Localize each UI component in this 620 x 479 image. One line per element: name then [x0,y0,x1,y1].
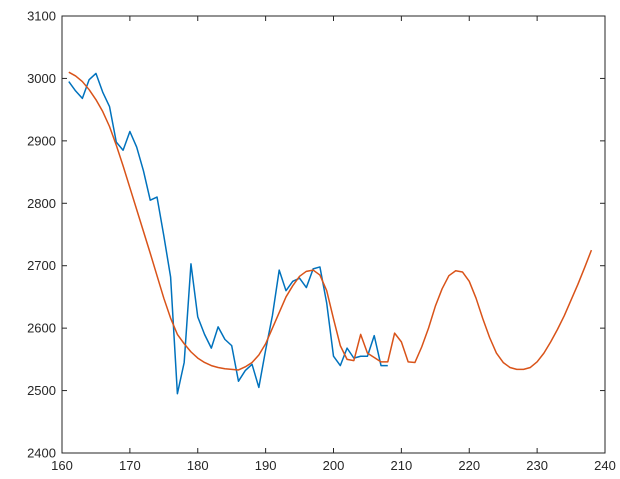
y-tick-label: 2500 [27,383,56,398]
x-tick-label: 200 [323,458,345,473]
x-tick-label: 180 [187,458,209,473]
y-tick-label: 2600 [27,321,56,336]
plot-area [62,16,605,453]
y-tick-label: 2800 [27,196,56,211]
y-tick-label: 3100 [27,9,56,24]
y-tick-label: 2400 [27,446,56,461]
x-tick-label: 240 [594,458,616,473]
y-tick-label: 2900 [27,133,56,148]
x-tick-label: 210 [391,458,413,473]
y-tick-label: 3000 [27,71,56,86]
x-tick-label: 170 [119,458,141,473]
tick-layer: 160 170 180 190 200 210 220 230 240 2400 2500 2600 2… [27,9,616,474]
x-tick-label: 160 [51,458,73,473]
series-line-2 [68,71,593,371]
series-line-1 [68,72,388,395]
x-tick-label: 190 [255,458,277,473]
x-tick-label: 220 [458,458,480,473]
y-tick-label: 2700 [27,258,56,273]
series-layer [68,71,593,395]
x-tick-label: 230 [526,458,548,473]
